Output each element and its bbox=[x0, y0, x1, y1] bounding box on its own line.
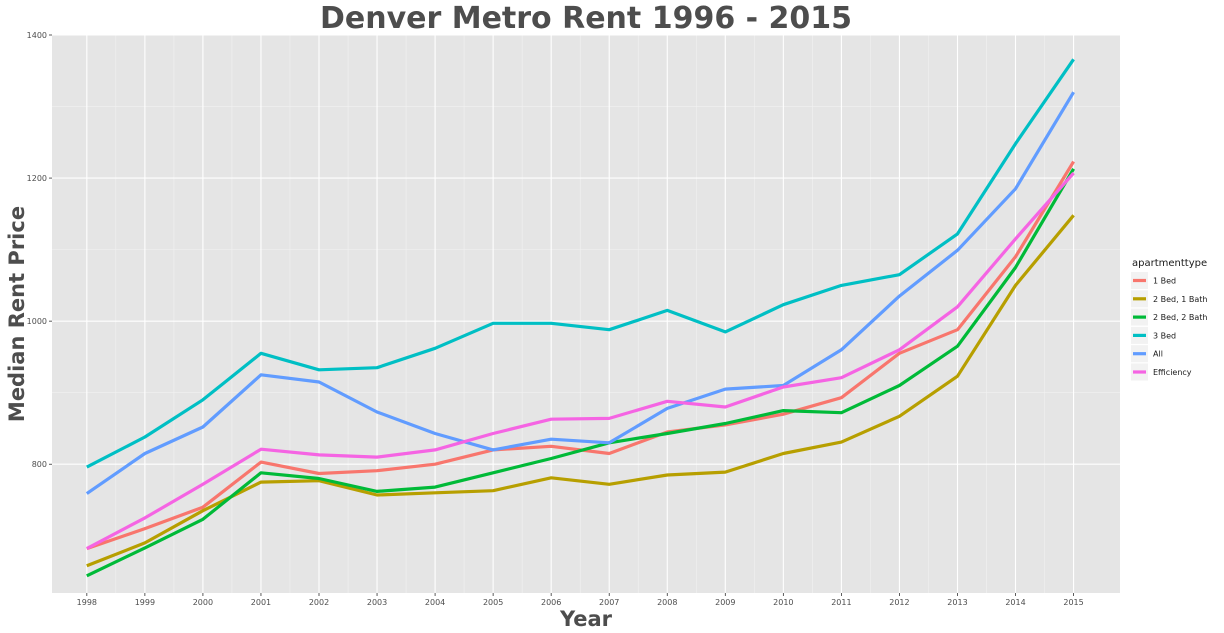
x-tick-label: 2007 bbox=[599, 598, 619, 607]
x-tick-label: 2000 bbox=[193, 598, 213, 607]
legend-label: All bbox=[1153, 350, 1163, 359]
x-tick-label: 2005 bbox=[483, 598, 503, 607]
series-line-all bbox=[85, 91, 1075, 495]
legend-label: 2 Bed, 1 Bath bbox=[1153, 295, 1207, 304]
y-axis-title: Median Rent Price bbox=[5, 206, 29, 422]
x-tick-label: 2009 bbox=[715, 598, 735, 607]
x-tick-label: 2003 bbox=[367, 598, 387, 607]
x-tick-label: 2002 bbox=[309, 598, 329, 607]
series-line-3-bed bbox=[86, 58, 1075, 469]
x-tick-label: 1999 bbox=[135, 598, 155, 607]
legend-label: Efficiency bbox=[1153, 368, 1192, 377]
x-tick-label: 2008 bbox=[657, 598, 677, 607]
y-tick-label: 1400 bbox=[27, 31, 47, 40]
x-tick-label: 2010 bbox=[773, 598, 793, 607]
series-line-efficiency bbox=[86, 172, 1075, 551]
y-tick-label: 1200 bbox=[27, 174, 47, 183]
legend-label: 1 Bed bbox=[1153, 277, 1176, 286]
series-line-2-bed-1-bath bbox=[86, 214, 1075, 568]
x-tick-label: 2013 bbox=[947, 598, 967, 607]
x-tick-label: 2001 bbox=[251, 598, 271, 607]
plot-background bbox=[52, 35, 1120, 593]
x-tick-label: 2004 bbox=[425, 598, 445, 607]
legend-label: 2 Bed, 2 Bath bbox=[1153, 313, 1207, 322]
legend-title: apartmenttype bbox=[1132, 258, 1207, 269]
legend-label: 3 Bed bbox=[1153, 331, 1176, 340]
legend: apartmenttype 1 Bed 2 Bed, 1 Bath 2 Bed, 2… bbox=[1131, 258, 1207, 381]
x-tick-label: 2014 bbox=[1005, 598, 1025, 607]
y-tick-label: 1000 bbox=[27, 317, 47, 326]
x-tick-label: 2011 bbox=[831, 598, 851, 607]
x-axis-title: Year bbox=[559, 607, 613, 631]
x-tick-label: 1998 bbox=[77, 598, 97, 607]
y-tick-label: 800 bbox=[32, 460, 47, 469]
x-tick-label: 2015 bbox=[1063, 598, 1083, 607]
series-line-2-bed-2-bath bbox=[86, 167, 1075, 578]
x-tick-label: 2006 bbox=[541, 598, 561, 607]
chart-title: Denver Metro Rent 1996 - 2015 bbox=[320, 1, 852, 36]
x-tick-label: 2012 bbox=[889, 598, 909, 607]
